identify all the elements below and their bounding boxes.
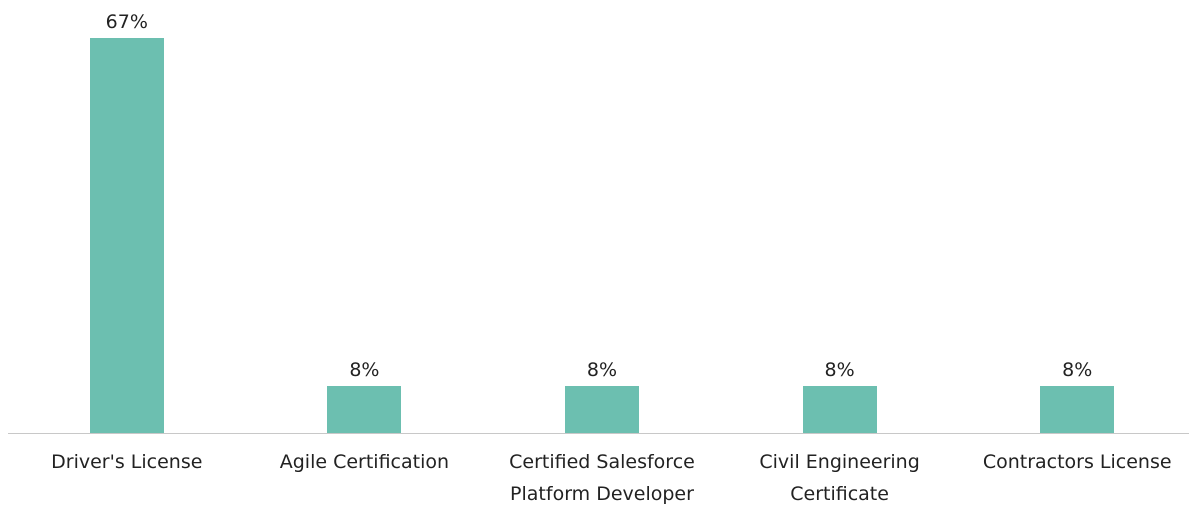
x-tick-label: Certified Salesforce Platform Developer	[509, 451, 695, 505]
bar	[565, 385, 639, 433]
data-label: 8%	[586, 358, 618, 381]
data-label: 8%	[349, 358, 380, 381]
x-tick-label: Agile Certification	[279, 451, 450, 473]
bar	[327, 385, 402, 433]
data-label: 67%	[105, 10, 148, 33]
x-tick-label: Contractors License	[982, 451, 1172, 473]
bar	[89, 37, 164, 433]
bar	[802, 385, 877, 433]
bar	[1040, 385, 1115, 433]
data-label: 8%	[824, 358, 855, 381]
x-tick-label: Driver's License	[51, 451, 203, 473]
x-tick-label: Civil Engineering Certificate	[759, 451, 920, 505]
data-label: 8%	[1062, 358, 1093, 381]
x-axis-line	[8, 433, 1189, 434]
